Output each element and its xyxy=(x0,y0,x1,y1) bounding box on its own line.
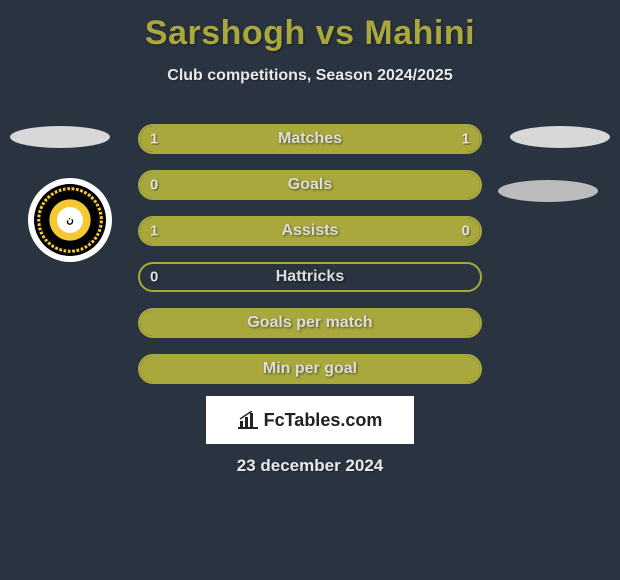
page-title: Sarshogh vs Mahini xyxy=(0,0,620,53)
bar-label: Hattricks xyxy=(140,268,480,286)
bar-label: Goals xyxy=(140,176,480,194)
bar-value-left: 1 xyxy=(150,131,158,148)
stat-bar: Goals per match xyxy=(138,308,482,338)
stat-bar: Hattricks0 xyxy=(138,262,482,292)
comparison-bars: Matches11Goals0Assists10Hattricks0Goals … xyxy=(138,124,482,400)
watermark-text: FcTables.com xyxy=(264,410,383,431)
bar-label: Goals per match xyxy=(140,314,480,332)
stat-bar: Goals0 xyxy=(138,170,482,200)
bar-label: Min per goal xyxy=(140,360,480,378)
page-subtitle: Club competitions, Season 2024/2025 xyxy=(0,67,620,85)
bar-value-left: 0 xyxy=(150,269,158,286)
left-placeholder-ellipse xyxy=(10,126,110,148)
stat-bar: Matches1 1 xyxy=(138,124,482,154)
right-placeholder-ellipse-2 xyxy=(498,180,598,202)
bar-value-left: 1 xyxy=(150,223,158,240)
bar-label: Assists xyxy=(140,222,480,240)
bar-value-left: 0 xyxy=(150,177,158,194)
date-text: 23 december 2024 xyxy=(0,456,620,476)
chart-icon xyxy=(238,411,258,429)
club-badge-left: ن xyxy=(28,178,112,262)
club-badge-icon: ن xyxy=(34,184,106,256)
bar-value-right: 0 xyxy=(462,223,470,240)
watermark: FcTables.com xyxy=(206,396,414,444)
bar-value-right: 1 xyxy=(462,131,470,148)
right-placeholder-ellipse-1 xyxy=(510,126,610,148)
stat-bar: Min per goal xyxy=(138,354,482,384)
stat-bar: Assists1 0 xyxy=(138,216,482,246)
bar-label: Matches xyxy=(140,130,480,148)
